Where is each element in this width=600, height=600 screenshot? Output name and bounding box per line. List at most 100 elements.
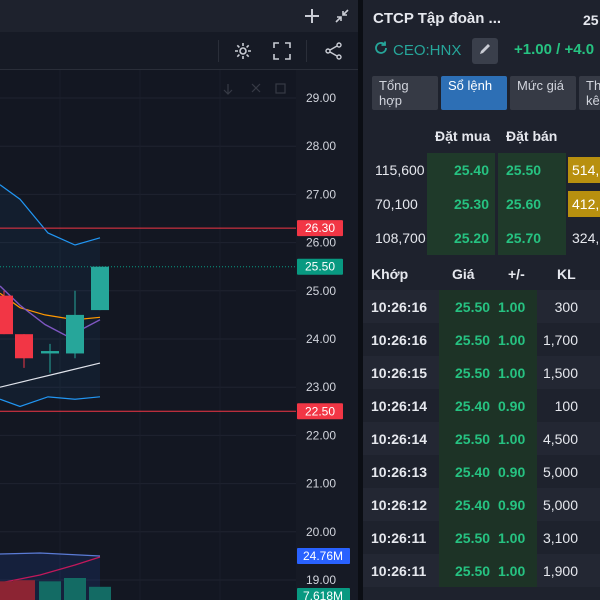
- trade-time: 10:26:14: [371, 398, 428, 414]
- share-icon[interactable]: [322, 39, 346, 63]
- bid-cell[interactable]: 25.30: [427, 187, 495, 221]
- trade-price-bg: [439, 356, 537, 389]
- trade-time: 10:26:16: [371, 299, 428, 315]
- volume-trend-line: [0, 556, 101, 584]
- trade-price: 25.40: [455, 497, 491, 513]
- candle-body: [41, 351, 59, 354]
- bid-cell[interactable]: 25.20: [427, 221, 495, 255]
- volume-bar: [13, 580, 35, 600]
- ask-price: 25.60: [506, 196, 542, 212]
- marker-volume-text: 7.618M: [303, 589, 343, 600]
- price-chart[interactable]: 29.00 28.00 27.00 26.00 25.00 24.00 23.00 22.00…: [0, 70, 358, 600]
- trade-price-bg: [439, 290, 537, 323]
- trades-header: Khớp Giá +/- KL: [363, 256, 600, 290]
- price-axis-label: 20.00: [306, 525, 336, 539]
- ask-cell[interactable]: 25.60: [498, 187, 566, 221]
- chart-toolbar: [0, 32, 358, 70]
- trade-time: 10:26:16: [371, 332, 428, 348]
- add-icon[interactable]: [302, 6, 322, 26]
- marker-volume-ma: 24.76M: [297, 548, 350, 564]
- settings-gear-icon[interactable]: [231, 39, 255, 63]
- trade-change: 0.90: [498, 398, 526, 414]
- tab-2[interactable]: Mức giá: [510, 76, 576, 110]
- trade-volume: 4,500: [542, 431, 578, 447]
- bid-cell[interactable]: 25.40: [427, 153, 495, 187]
- refresh-icon: [373, 40, 389, 60]
- trade-row: 10:26:11 25.50 1.00 3,100: [363, 521, 600, 554]
- marker-last-text: 25.50: [305, 260, 335, 274]
- trade-volume: 5,000: [542, 497, 578, 513]
- trade-volume: 1,500: [542, 365, 578, 381]
- trade-price-bg: [439, 554, 537, 587]
- ask-price: 25.50: [506, 162, 542, 178]
- trade-time: 10:26:11: [371, 563, 427, 579]
- quote-panel: CTCP Tập đoàn ... 25 CEO:HNX +1.00 / +4.…: [363, 0, 600, 600]
- company-name: CTCP Tập đoàn ...: [373, 10, 502, 27]
- price-axis-label: 23.00: [306, 380, 336, 394]
- ticker[interactable]: CEO:HNX: [373, 40, 461, 60]
- trade-row: 10:26:13 25.40 0.90 5,000: [363, 455, 600, 488]
- volume-bar: [39, 581, 61, 600]
- pane-divider[interactable]: [358, 0, 363, 600]
- price-axis-label: 25.00: [306, 284, 336, 298]
- trade-row: 10:26:16 25.50 1.00 300: [363, 290, 600, 323]
- bid-price: 25.40: [453, 162, 489, 178]
- trade-price-bg: [439, 323, 537, 356]
- candle-body: [91, 266, 109, 311]
- tab-3[interactable]: Thống kê: [579, 76, 600, 110]
- volume-bar: [89, 586, 111, 600]
- bid-volume: 108,700: [375, 230, 426, 246]
- bid-price: 25.30: [453, 196, 489, 212]
- price-axis-label: 29.00: [306, 91, 336, 105]
- orderbook-row[interactable]: 115,600 25.40 25.50 514,: [363, 153, 600, 187]
- indicator-controls[interactable]: [223, 83, 286, 95]
- ask-cell[interactable]: 25.70: [498, 221, 566, 255]
- ma-white-line: [0, 362, 101, 388]
- trade-time: 10:26:12: [371, 497, 428, 513]
- trade-change: 0.90: [498, 464, 526, 480]
- fullscreen-icon[interactable]: [270, 39, 294, 63]
- tab-1[interactable]: Sổ lệnh: [441, 76, 507, 110]
- trade-volume: 300: [554, 299, 578, 315]
- trades-header-volume: KL: [557, 266, 576, 282]
- ask-cell[interactable]: 25.50: [498, 153, 566, 187]
- tab-0[interactable]: Tổng hợp: [372, 76, 438, 110]
- volume-ma-line: [0, 552, 101, 557]
- price-axis-label: 28.00: [306, 139, 336, 153]
- candle-body: [0, 295, 13, 335]
- price-axis[interactable]: 29.00 28.00 27.00 26.00 25.00 24.00 23.00 22.00…: [306, 91, 336, 587]
- trade-change: 1.00: [498, 299, 526, 315]
- trade-price: 25.50: [455, 332, 491, 348]
- price-axis-label: 24.00: [306, 332, 336, 346]
- trade-price-bg: [439, 422, 537, 455]
- edit-button[interactable]: [472, 38, 498, 64]
- marker-lower-text: 22.50: [305, 404, 335, 418]
- trade-change: 1.00: [498, 365, 526, 381]
- collapse-icon[interactable]: [332, 6, 352, 26]
- trade-price: 25.40: [455, 398, 491, 414]
- ask-price: 25.70: [506, 230, 542, 246]
- volume-bar: [64, 578, 86, 600]
- trade-price-bg: [439, 521, 537, 554]
- marker-upper-text: 26.30: [305, 221, 335, 235]
- bollinger-upper-line: [0, 184, 101, 246]
- orderbook-row[interactable]: 70,100 25.30 25.60 412,: [363, 187, 600, 221]
- trade-time: 10:26:11: [371, 530, 427, 546]
- marker-volume: 7.618M: [297, 588, 350, 600]
- plot-area[interactable]: [0, 70, 296, 600]
- trade-volume: 5,000: [542, 464, 578, 480]
- trade-row: 10:26:12 25.40 0.90 5,000: [363, 488, 600, 521]
- marker-lower: 22.50: [297, 403, 343, 420]
- orderbook-ask-header: Đặt bán: [506, 128, 558, 144]
- price-axis-label: 26.00: [306, 236, 336, 250]
- orderbook-row[interactable]: 108,700 25.20 25.70 324,: [363, 221, 600, 255]
- chart-topbar: [0, 0, 358, 32]
- ask-volume: 514,: [568, 157, 600, 183]
- trade-row: 10:26:16 25.50 1.00 1,700: [363, 323, 600, 356]
- trade-row: 10:26:11 25.50 1.00 1,900: [363, 554, 600, 587]
- trade-price-bg: [439, 455, 537, 488]
- orderbook-bid-header: Đặt mua: [435, 128, 491, 144]
- bollinger-lower-line: [0, 396, 101, 408]
